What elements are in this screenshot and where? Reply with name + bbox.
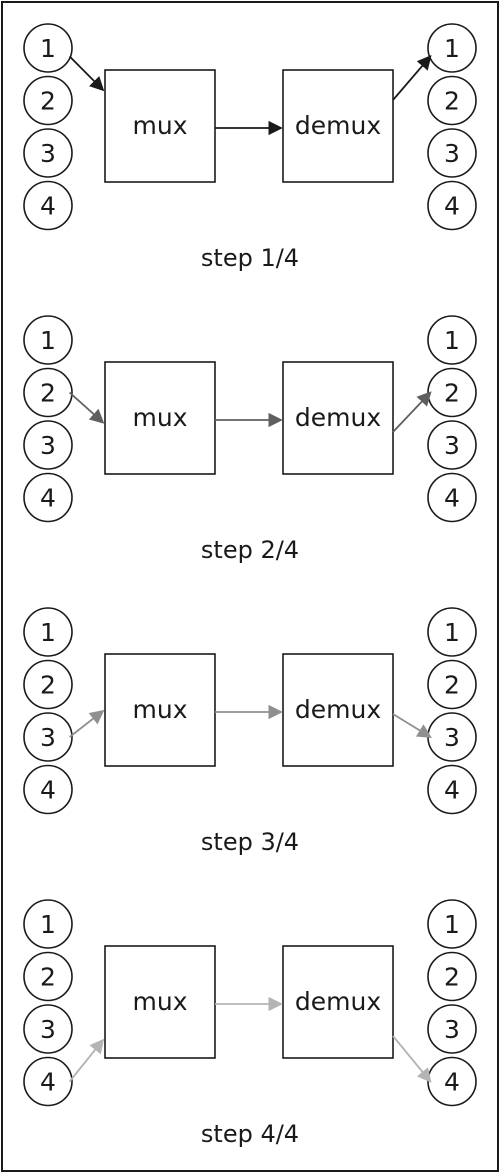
output-node-4: 4 [427, 180, 477, 231]
steps-layer: 1 2 3 4 1 2 3 4 mux demux step 1/4 1 2 3 4 1 2 3 4 mux demux… [23, 23, 477, 1148]
input-node-label: 2 [40, 671, 56, 700]
input-to-mux-arrow [68, 55, 105, 92]
demux-box: demux [282, 69, 394, 183]
input-to-mux-arrow [68, 391, 105, 424]
mux-box: mux [104, 653, 216, 767]
input-node-label: 1 [40, 34, 56, 63]
input-node-label: 3 [40, 723, 56, 752]
input-node-label: 1 [40, 326, 56, 355]
demux-box: demux [282, 945, 394, 1059]
output-node-label: 3 [444, 723, 460, 752]
demux-to-output-arrow [392, 1035, 432, 1083]
output-node-2: 2 [427, 75, 477, 126]
mux-box: mux [104, 361, 216, 475]
mux-box: mux [104, 69, 216, 183]
output-node-2: 2 [427, 367, 477, 418]
output-node-label: 4 [444, 192, 460, 221]
input-node-3: 3 [23, 712, 73, 762]
input-node-label: 1 [40, 618, 56, 647]
output-node-label: 2 [444, 671, 460, 700]
step-label: step 1/4 [201, 244, 299, 272]
output-node-label: 3 [444, 431, 460, 460]
mux-label: mux [133, 695, 188, 724]
demux-label: demux [295, 695, 381, 724]
input-node-3: 3 [23, 420, 73, 470]
demux-box: demux [282, 653, 394, 767]
mux-label: mux [133, 111, 188, 140]
output-node-label: 2 [444, 963, 460, 992]
input-node-1: 1 [23, 607, 73, 657]
mux-label: mux [133, 987, 188, 1016]
output-node-label: 4 [444, 1068, 460, 1097]
output-node-2: 2 [427, 659, 477, 710]
input-node-2: 2 [23, 75, 73, 126]
input-to-mux-arrow [68, 1038, 105, 1083]
output-node-label: 2 [444, 379, 460, 408]
demux-to-output-arrow [392, 55, 432, 101]
output-node-label: 3 [444, 1015, 460, 1044]
demux-label: demux [295, 403, 381, 432]
output-node-1: 1 [427, 315, 477, 365]
output-node-1: 1 [427, 23, 477, 73]
output-node-3: 3 [427, 1004, 477, 1054]
input-node-label: 2 [40, 963, 56, 992]
input-node-label: 1 [40, 910, 56, 939]
input-node-label: 3 [40, 431, 56, 460]
input-node-4: 4 [23, 1056, 73, 1107]
input-node-3: 3 [23, 1004, 73, 1054]
step-label: step 3/4 [201, 828, 299, 856]
output-node-1: 1 [427, 899, 477, 949]
input-node-2: 2 [23, 659, 73, 710]
input-node-2: 2 [23, 367, 73, 418]
demux-box: demux [282, 361, 394, 475]
input-node-1: 1 [23, 899, 73, 949]
output-node-4: 4 [427, 472, 477, 523]
output-node-3: 3 [427, 128, 477, 178]
step-label: step 2/4 [201, 536, 299, 564]
demux-label: demux [295, 987, 381, 1016]
output-node-4: 4 [427, 764, 477, 815]
output-node-4: 4 [427, 1056, 477, 1107]
demux-label: demux [295, 111, 381, 140]
input-node-label: 4 [40, 1068, 56, 1097]
demux-to-output-arrow [392, 713, 432, 738]
step-2: 1 2 3 4 1 2 3 4 mux demux step 2/4 [23, 315, 477, 564]
input-node-label: 3 [40, 1015, 56, 1044]
input-node-2: 2 [23, 951, 73, 1002]
demux-to-output-arrow [392, 391, 432, 433]
step-1: 1 2 3 4 1 2 3 4 mux demux step 1/4 [23, 23, 477, 272]
input-node-4: 4 [23, 472, 73, 523]
input-node-label: 4 [40, 776, 56, 805]
input-node-4: 4 [23, 180, 73, 231]
input-node-4: 4 [23, 764, 73, 815]
output-node-2: 2 [427, 951, 477, 1002]
step-4: 1 2 3 4 1 2 3 4 mux demux step 4/4 [23, 899, 477, 1148]
input-node-label: 2 [40, 379, 56, 408]
input-node-3: 3 [23, 128, 73, 178]
input-node-1: 1 [23, 23, 73, 73]
step-label: step 4/4 [201, 1120, 299, 1148]
input-to-mux-arrow [69, 709, 105, 738]
output-node-label: 4 [444, 776, 460, 805]
step-3: 1 2 3 4 1 2 3 4 mux demux step 3/4 [23, 607, 477, 856]
input-node-1: 1 [23, 315, 73, 365]
input-node-label: 2 [40, 87, 56, 116]
mux-box: mux [104, 945, 216, 1059]
output-node-label: 2 [444, 87, 460, 116]
input-node-label: 4 [40, 484, 56, 513]
output-node-label: 1 [444, 34, 460, 63]
mux-label: mux [133, 403, 188, 432]
output-node-label: 4 [444, 484, 460, 513]
input-node-label: 4 [40, 192, 56, 221]
output-node-label: 1 [444, 910, 460, 939]
output-node-label: 3 [444, 139, 460, 168]
output-node-label: 1 [444, 618, 460, 647]
input-node-label: 3 [40, 139, 56, 168]
output-node-label: 1 [444, 326, 460, 355]
output-node-3: 3 [427, 420, 477, 470]
output-node-3: 3 [427, 712, 477, 762]
output-node-1: 1 [427, 607, 477, 657]
